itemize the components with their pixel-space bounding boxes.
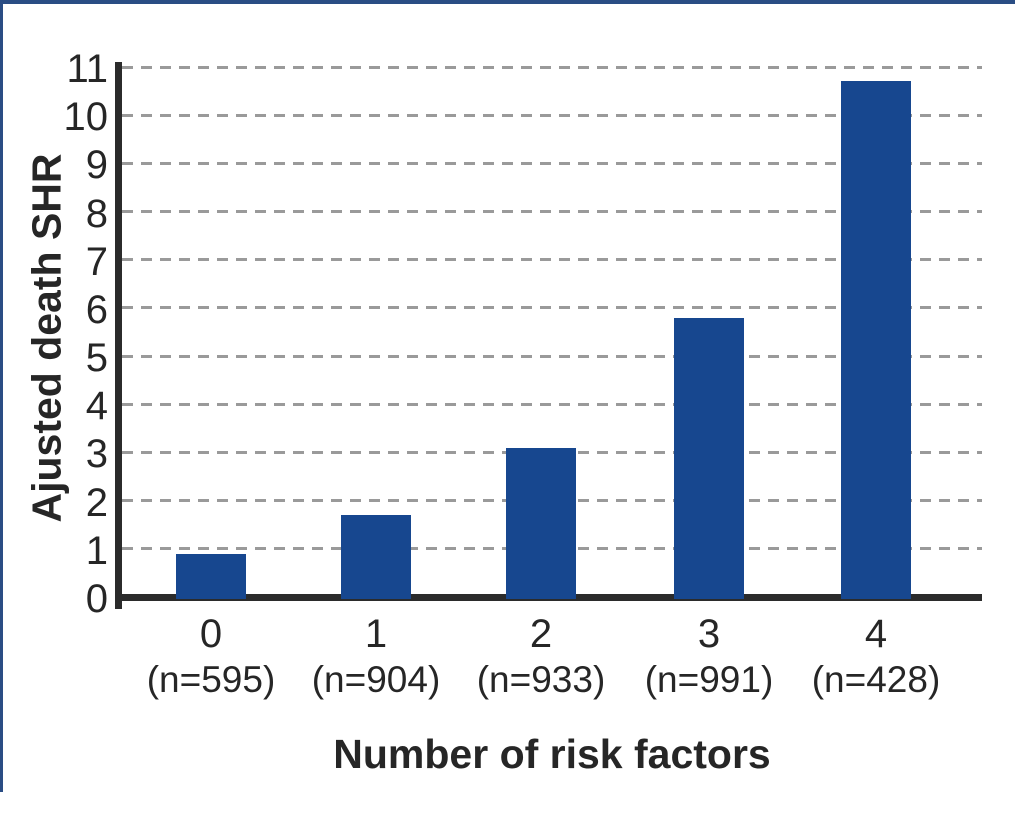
x-tick-label: 4 [864,612,888,656]
y-gridline [122,210,982,214]
x-count-label: (n=991) [644,659,774,700]
x-count-label: (n=904) [311,659,441,700]
y-tick-label: 10 [63,95,109,140]
figure-border-top [0,0,1015,4]
y-tick-label: 5 [85,336,108,381]
x-tick-label: 3 [697,612,721,656]
y-gridline [122,306,982,310]
x-axis-title: Number of risk factors [333,731,771,777]
bar [674,317,744,599]
x-count-label: (n=428) [811,659,941,700]
y-tick-label: 1 [85,528,108,573]
x-count-label: (n=595) [146,659,276,700]
y-gridline [122,402,982,406]
y-tick-label: 7 [85,239,108,284]
figure-border-left [0,0,3,792]
y-gridline [122,161,982,165]
bar [341,515,411,599]
bar [176,553,246,599]
x-count-label: (n=933) [476,659,606,700]
y-gridline [122,258,982,262]
y-tick-label: 4 [85,384,108,429]
y-axis-line [115,62,122,609]
y-tick-label: 8 [85,191,108,236]
y-gridline [122,113,982,117]
y-tick-label: 3 [85,432,108,477]
y-tick-label: 11 [66,47,108,91]
y-tick-label: 0 [85,577,108,621]
x-tick-label: 2 [529,612,553,656]
y-gridline [122,65,982,69]
x-tick-label: 1 [364,612,388,656]
y-tick-label: 2 [85,480,108,525]
y-tick-label: 6 [85,287,108,332]
y-gridline [122,354,982,358]
y-tick-label: 9 [85,143,108,188]
bar [506,447,576,599]
x-tick-label: 0 [199,612,223,656]
bar [841,81,911,599]
